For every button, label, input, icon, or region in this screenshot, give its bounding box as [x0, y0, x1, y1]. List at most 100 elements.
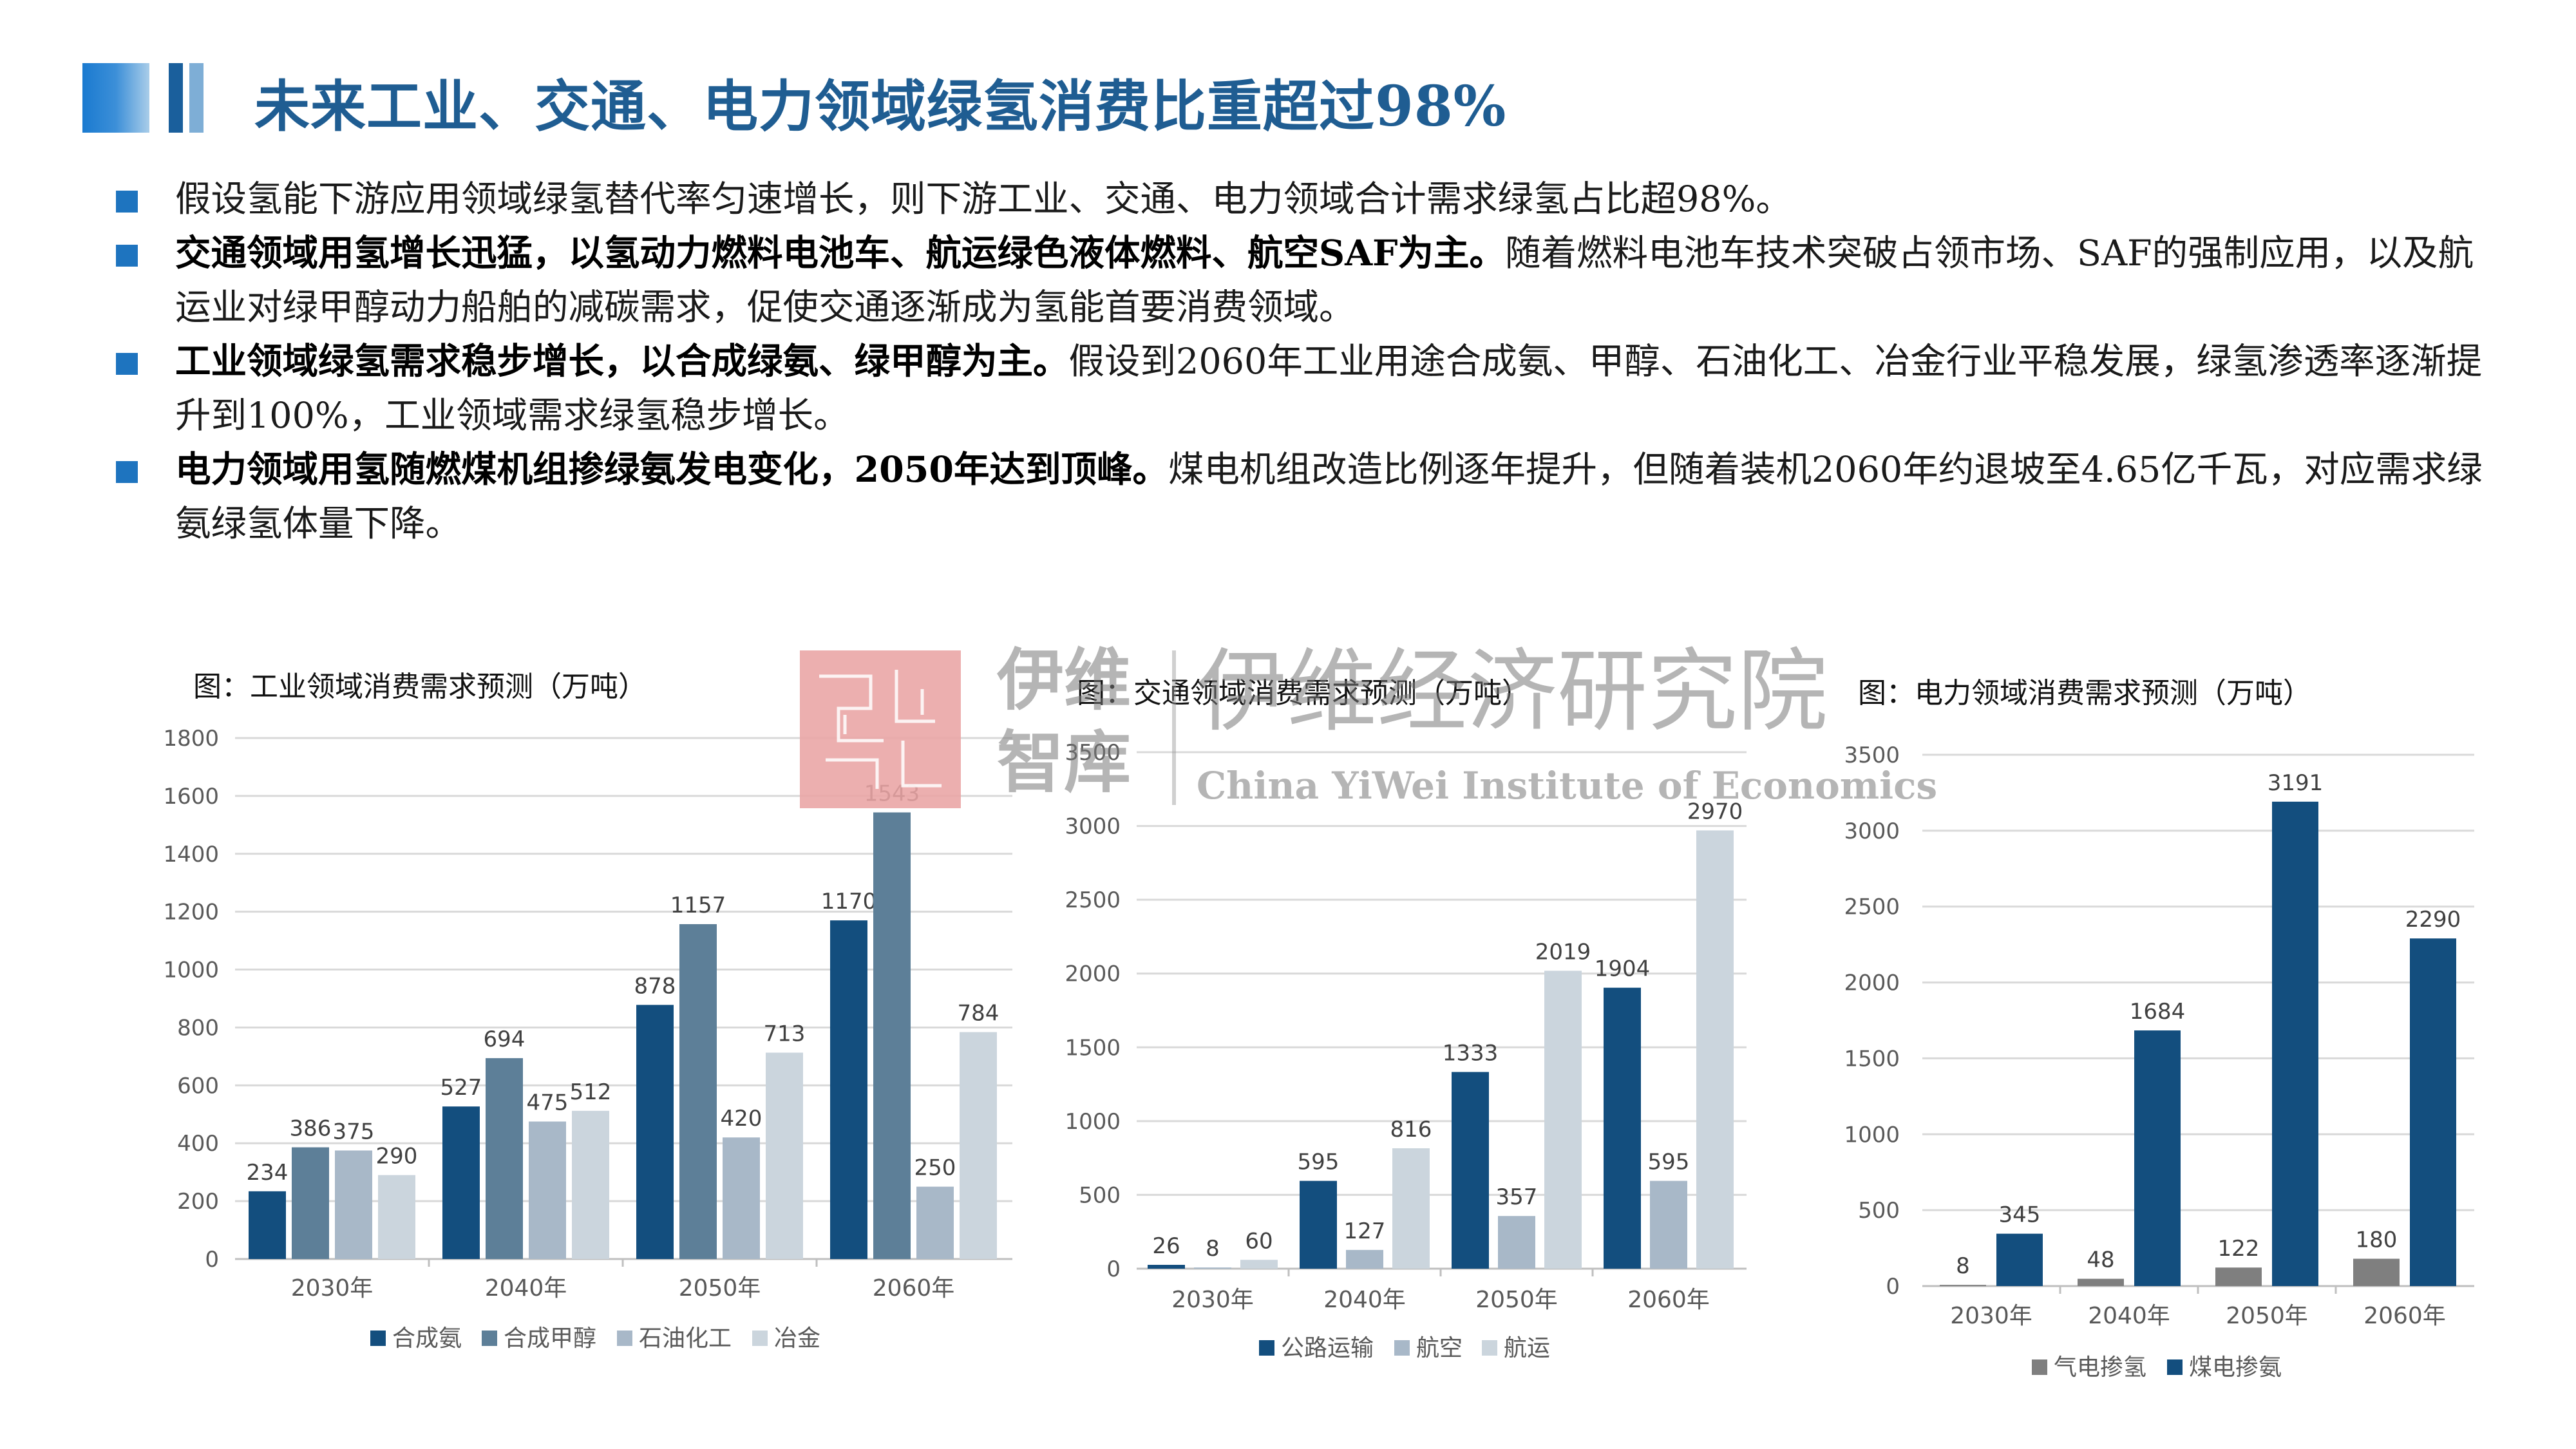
- bar: [723, 1137, 760, 1259]
- legend-label: 合成甲醇: [504, 1325, 596, 1352]
- data-label: 250: [914, 1155, 956, 1181]
- data-label: 816: [1390, 1117, 1432, 1142]
- y-tick-label: 600: [177, 1073, 219, 1099]
- bar: [1346, 1249, 1383, 1269]
- y-tick-label: 2500: [1065, 887, 1121, 913]
- watermark-divider: [1172, 650, 1176, 805]
- y-tick-label: 0: [1886, 1274, 1900, 1300]
- x-tick-label: 2060年: [873, 1275, 955, 1302]
- y-tick-label: 3500: [1844, 743, 1900, 768]
- bullet-item: 电力领域用氢随燃煤机组掺绿氨发电变化，2050年达到顶峰。煤电机组改造比例逐年提…: [116, 443, 2499, 551]
- y-tick-label: 400: [177, 1131, 219, 1157]
- legend-swatch: [1259, 1340, 1274, 1356]
- y-tick-label: 1800: [163, 726, 219, 752]
- bar: [1604, 987, 1641, 1269]
- y-tick-label: 2500: [1844, 895, 1900, 920]
- bar: [1240, 1260, 1278, 1269]
- page-title: 未来工业、交通、电力领域绿氢消费比重超过98%: [254, 74, 1507, 139]
- bar: [636, 1005, 674, 1259]
- bar: [1696, 830, 1734, 1269]
- y-tick-label: 1000: [1844, 1122, 1900, 1148]
- bar: [960, 1032, 997, 1259]
- x-tick-label: 2030年: [1171, 1287, 1254, 1313]
- bullet-list: 假设氢能下游应用领域绿氢替代率匀速增长，则下游工业、交通、电力领域合计需求绿氢占…: [116, 173, 2499, 551]
- bullet-square-icon: [116, 461, 138, 483]
- legend-swatch: [482, 1331, 497, 1346]
- x-tick-label: 2060年: [2363, 1303, 2446, 1329]
- y-tick-label: 0: [1106, 1256, 1121, 1282]
- data-label: 878: [634, 973, 676, 999]
- y-tick-label: 2000: [1844, 971, 1900, 996]
- data-label: 713: [764, 1021, 806, 1047]
- chart-title-power: 图：电力领域消费需求预测（万吨）: [1858, 677, 2311, 710]
- legend-label: 煤电掺氨: [2189, 1354, 2282, 1381]
- bar: [529, 1121, 566, 1259]
- data-label: 60: [1245, 1228, 1273, 1254]
- bullet-text: 煤电机组改造比例逐年提升，但随着装机2060年约退坡至4.65亿千瓦，对应需求绿…: [175, 449, 2483, 545]
- bar: [766, 1052, 803, 1259]
- data-label: 1333: [1443, 1041, 1499, 1066]
- bar: [1650, 1180, 1687, 1269]
- y-tick-label: 200: [177, 1189, 219, 1215]
- data-label: 1684: [2130, 999, 2186, 1025]
- bar: [830, 920, 867, 1259]
- data-label: 1170: [821, 889, 877, 914]
- y-tick-label: 800: [177, 1015, 219, 1041]
- legend-swatch: [370, 1331, 386, 1346]
- y-tick-label: 1600: [163, 784, 219, 810]
- y-tick-label: 1500: [1065, 1035, 1121, 1061]
- legend-label: 航运: [1504, 1335, 1550, 1361]
- x-tick-label: 2030年: [291, 1275, 374, 1302]
- legend-swatch: [1394, 1340, 1410, 1356]
- data-label: 8: [1956, 1253, 1970, 1279]
- y-tick-label: 3500: [1065, 740, 1121, 766]
- x-tick-label: 2040年: [2088, 1303, 2170, 1329]
- bar: [2215, 1267, 2262, 1286]
- legend-swatch: [617, 1331, 632, 1346]
- watermark-logo: [800, 650, 961, 808]
- bullet-text: 假设氢能下游应用领域绿氢替代率匀速增长，则下游工业、交通、电力领域合计需求绿氢占…: [175, 178, 1792, 220]
- y-tick-label: 500: [1858, 1198, 1900, 1224]
- bar: [1940, 1285, 1986, 1287]
- bar: [1392, 1148, 1430, 1269]
- bar: [1300, 1180, 1337, 1269]
- bar: [2410, 938, 2456, 1286]
- bullet-item: 工业领域绿氢需求稳步增长，以合成绿氨、绿甲醇为主。假设到2060年工业用途合成氨…: [116, 335, 2499, 443]
- legend-swatch: [2032, 1359, 2047, 1375]
- bullet-bold-text: 电力领域用氢随燃煤机组掺绿氨发电变化，2050年达到顶峰。: [175, 449, 1168, 491]
- watermark-logo-text-1: 伊维: [997, 640, 1132, 719]
- data-label: 375: [333, 1119, 375, 1144]
- bullet-text: 假设到2060年工业用途合成氨、甲醇、石油化工、冶金行业平稳发展，绿氢渗透率逐渐…: [175, 341, 2483, 437]
- data-label: 290: [376, 1144, 418, 1170]
- bullet-item: 交通领域用氢增长迅猛，以氢动力燃料电池车、航运绿色液体燃料、航空SAF为主。随着…: [116, 227, 2499, 335]
- bar: [1996, 1233, 2043, 1286]
- bar: [2134, 1030, 2181, 1286]
- data-label: 2970: [1687, 799, 1743, 824]
- bar: [442, 1106, 480, 1259]
- data-label: 420: [721, 1106, 762, 1132]
- title-decoration-icon: [82, 63, 204, 133]
- y-tick-label: 1000: [163, 958, 219, 983]
- y-tick-label: 1400: [163, 842, 219, 867]
- data-label: 2019: [1535, 939, 1591, 965]
- data-label: 784: [958, 1001, 999, 1027]
- data-label: 475: [527, 1090, 569, 1116]
- bar: [1452, 1072, 1489, 1269]
- data-label: 357: [1496, 1184, 1538, 1210]
- watermark-name-cn: 伊维经济研究院: [1197, 639, 1828, 744]
- data-label: 8: [1206, 1236, 1220, 1262]
- legend-swatch: [752, 1331, 768, 1346]
- legend-label: 合成氨: [392, 1325, 462, 1352]
- legend-label: 公路运输: [1281, 1335, 1374, 1361]
- legend-swatch: [2167, 1359, 2183, 1375]
- data-label: 595: [1298, 1150, 1340, 1175]
- bullet-square-icon: [116, 353, 138, 375]
- y-tick-label: 0: [205, 1247, 219, 1273]
- legend-swatch: [1482, 1340, 1497, 1356]
- bar: [2272, 801, 2318, 1286]
- data-label: 1904: [1595, 956, 1651, 982]
- data-label: 512: [570, 1079, 612, 1105]
